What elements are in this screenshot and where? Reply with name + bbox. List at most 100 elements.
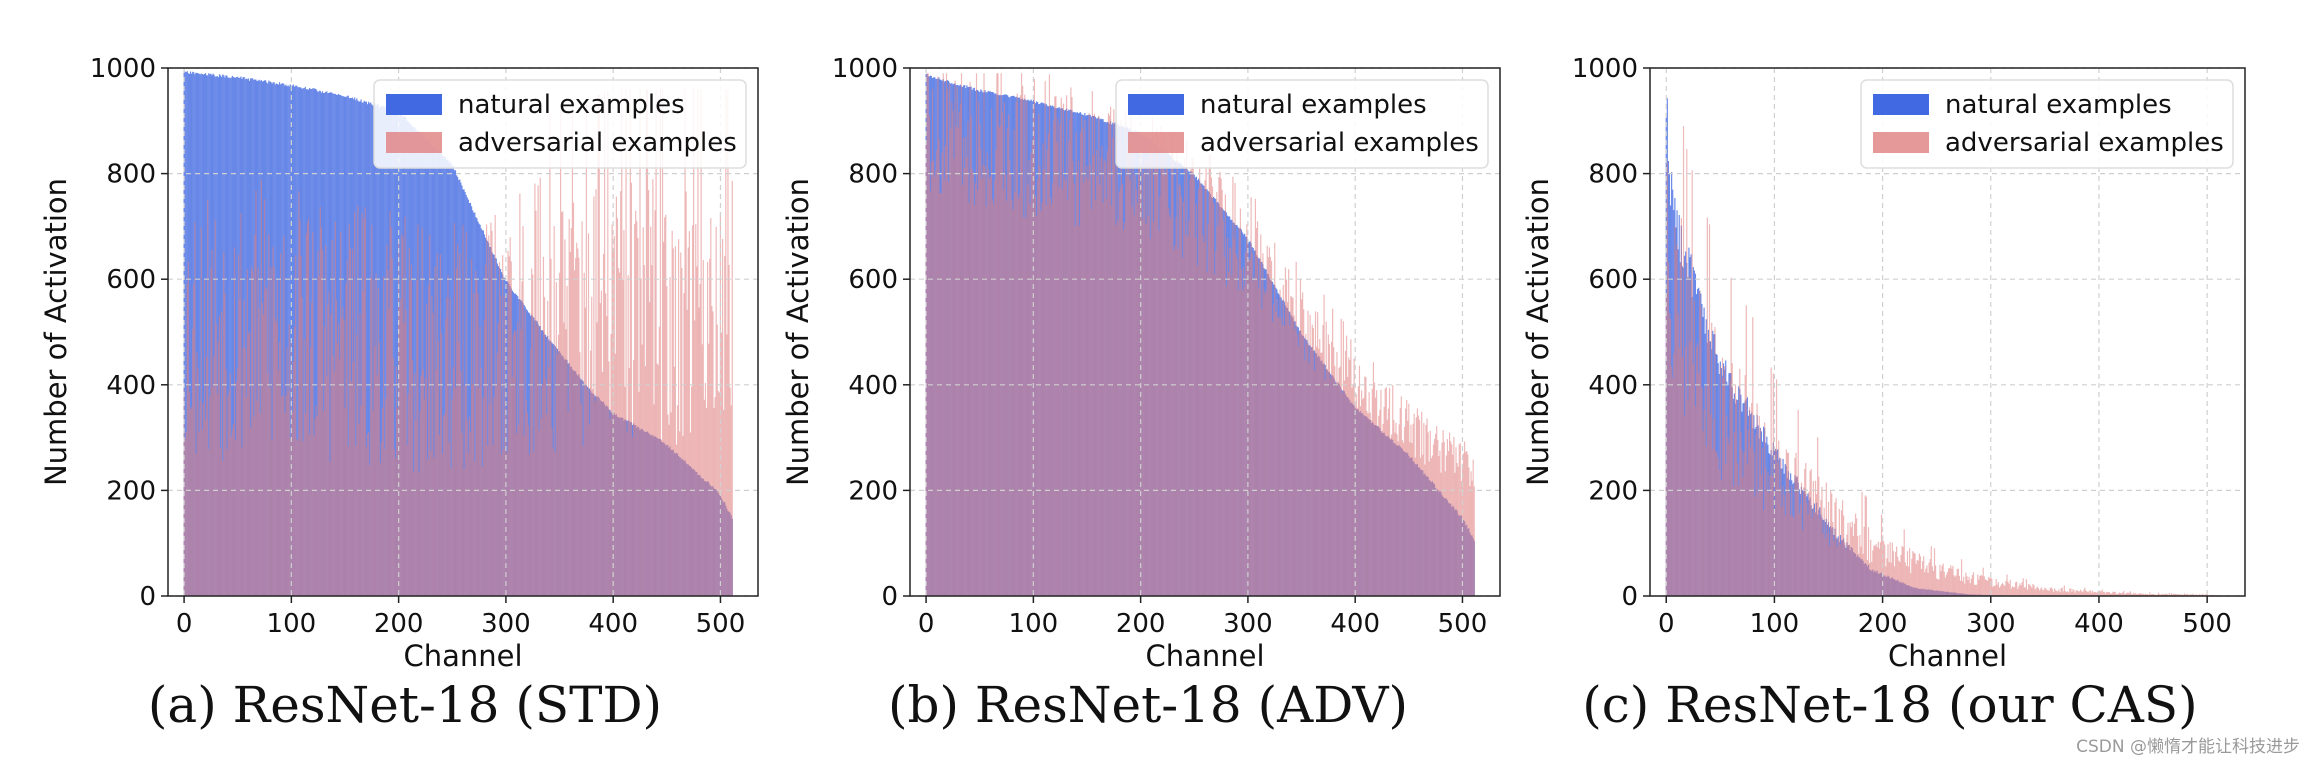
bar-adversarial <box>1346 335 1348 596</box>
bar-adversarial <box>1262 253 1264 597</box>
bar-adversarial <box>1901 545 1903 596</box>
bar-adversarial <box>352 362 355 596</box>
bar-adversarial <box>1796 476 1798 596</box>
bar-adversarial <box>1399 407 1401 596</box>
bar-adversarial <box>1294 329 1296 596</box>
legend-label: adversarial examples <box>1200 128 1479 158</box>
bar-adversarial <box>577 248 579 596</box>
bar-adversarial <box>2045 588 2047 596</box>
bar-adversarial <box>1886 558 1888 596</box>
bar-adversarial <box>1813 512 1816 596</box>
bar-adversarial <box>1742 476 1744 596</box>
bar-adversarial <box>1976 584 1978 596</box>
bar-adversarial <box>706 262 709 596</box>
bar-adversarial <box>315 405 317 596</box>
bar-adversarial <box>2071 591 2073 596</box>
bar-adversarial <box>358 424 360 596</box>
bar-adversarial <box>491 230 493 597</box>
bar-adversarial <box>1725 463 1727 596</box>
bar-adversarial <box>463 469 465 596</box>
bar-adversarial <box>2121 593 2123 596</box>
bar-adversarial <box>513 330 516 596</box>
bar-adversarial <box>1320 352 1322 596</box>
bar-adversarial <box>421 227 423 596</box>
bar-adversarial <box>716 324 718 596</box>
bar-adversarial <box>321 249 324 597</box>
bar-adversarial <box>572 202 575 597</box>
bar-adversarial <box>423 399 425 596</box>
bar-natural <box>369 103 371 597</box>
bar-adversarial <box>1917 560 1919 596</box>
bar-adversarial <box>595 189 597 596</box>
bar-natural <box>199 74 201 597</box>
bar-adversarial <box>630 182 633 596</box>
bar-adversarial <box>645 89 648 597</box>
bar-adversarial <box>1059 123 1061 597</box>
bar-adversarial <box>2038 590 2041 596</box>
bar-adversarial <box>1915 563 1917 596</box>
bar-adversarial <box>413 471 415 596</box>
bar-adversarial <box>720 332 723 596</box>
bar-adversarial <box>566 285 568 596</box>
bar-adversarial <box>1112 137 1114 596</box>
bar-adversarial <box>2198 594 2201 596</box>
bar-adversarial <box>2135 592 2137 596</box>
bar-adversarial <box>2082 592 2084 596</box>
bar-adversarial <box>1300 299 1303 596</box>
bar-adversarial <box>1288 269 1290 596</box>
bar-adversarial <box>1071 97 1073 596</box>
bar-adversarial <box>1706 217 1708 596</box>
bar-adversarial <box>534 183 536 596</box>
y-tick-label: 1000 <box>1572 54 1638 84</box>
bar-adversarial <box>400 299 402 596</box>
bar-adversarial <box>460 370 462 596</box>
bar-adversarial <box>2064 591 2067 596</box>
bar-adversarial <box>1447 451 1450 596</box>
bar-adversarial <box>685 191 687 596</box>
bar-adversarial <box>278 342 281 596</box>
bar-adversarial <box>1424 464 1426 596</box>
bar-natural <box>302 88 304 596</box>
bar-adversarial <box>1232 176 1234 596</box>
bar-adversarial <box>2029 584 2031 596</box>
bar-adversarial <box>1767 471 1769 596</box>
bar-adversarial <box>360 405 362 596</box>
bar-adversarial <box>658 326 660 596</box>
bar-adversarial <box>1284 267 1287 596</box>
bar-adversarial <box>1043 169 1045 596</box>
bar-adversarial <box>1092 155 1095 597</box>
bar-adversarial <box>1860 546 1862 596</box>
bar-adversarial <box>1149 238 1151 596</box>
bar-adversarial <box>2165 593 2167 596</box>
bar-adversarial <box>971 169 973 597</box>
bar-adversarial <box>1949 568 1951 596</box>
bar-adversarial <box>337 323 340 596</box>
bar-adversarial <box>1922 561 1924 596</box>
bar-adversarial <box>646 89 649 597</box>
bar-adversarial <box>1266 245 1268 596</box>
bar-adversarial <box>1724 366 1726 596</box>
bar-adversarial <box>442 453 444 596</box>
bar-adversarial <box>1269 256 1272 596</box>
bar-adversarial <box>939 193 941 596</box>
bar-adversarial <box>1387 408 1390 596</box>
legend-box <box>1860 79 2234 169</box>
bar-adversarial <box>1209 153 1211 596</box>
bar-adversarial <box>942 73 944 596</box>
bar-adversarial <box>206 356 208 596</box>
bar-adversarial <box>1779 488 1781 596</box>
bar-adversarial <box>1827 501 1830 596</box>
bar-adversarial <box>1099 184 1101 597</box>
bar-adversarial <box>2056 590 2058 596</box>
bar-adversarial <box>272 246 274 596</box>
bar-adversarial <box>386 244 388 596</box>
bar-adversarial <box>1954 576 1956 596</box>
bar-adversarial <box>448 442 450 596</box>
bar-adversarial <box>451 399 453 596</box>
bar-adversarial <box>712 311 714 596</box>
bar-adversarial <box>427 459 429 596</box>
bar-adversarial <box>1167 207 1170 596</box>
bar-adversarial <box>1382 423 1384 596</box>
bar-adversarial <box>1425 424 1427 596</box>
